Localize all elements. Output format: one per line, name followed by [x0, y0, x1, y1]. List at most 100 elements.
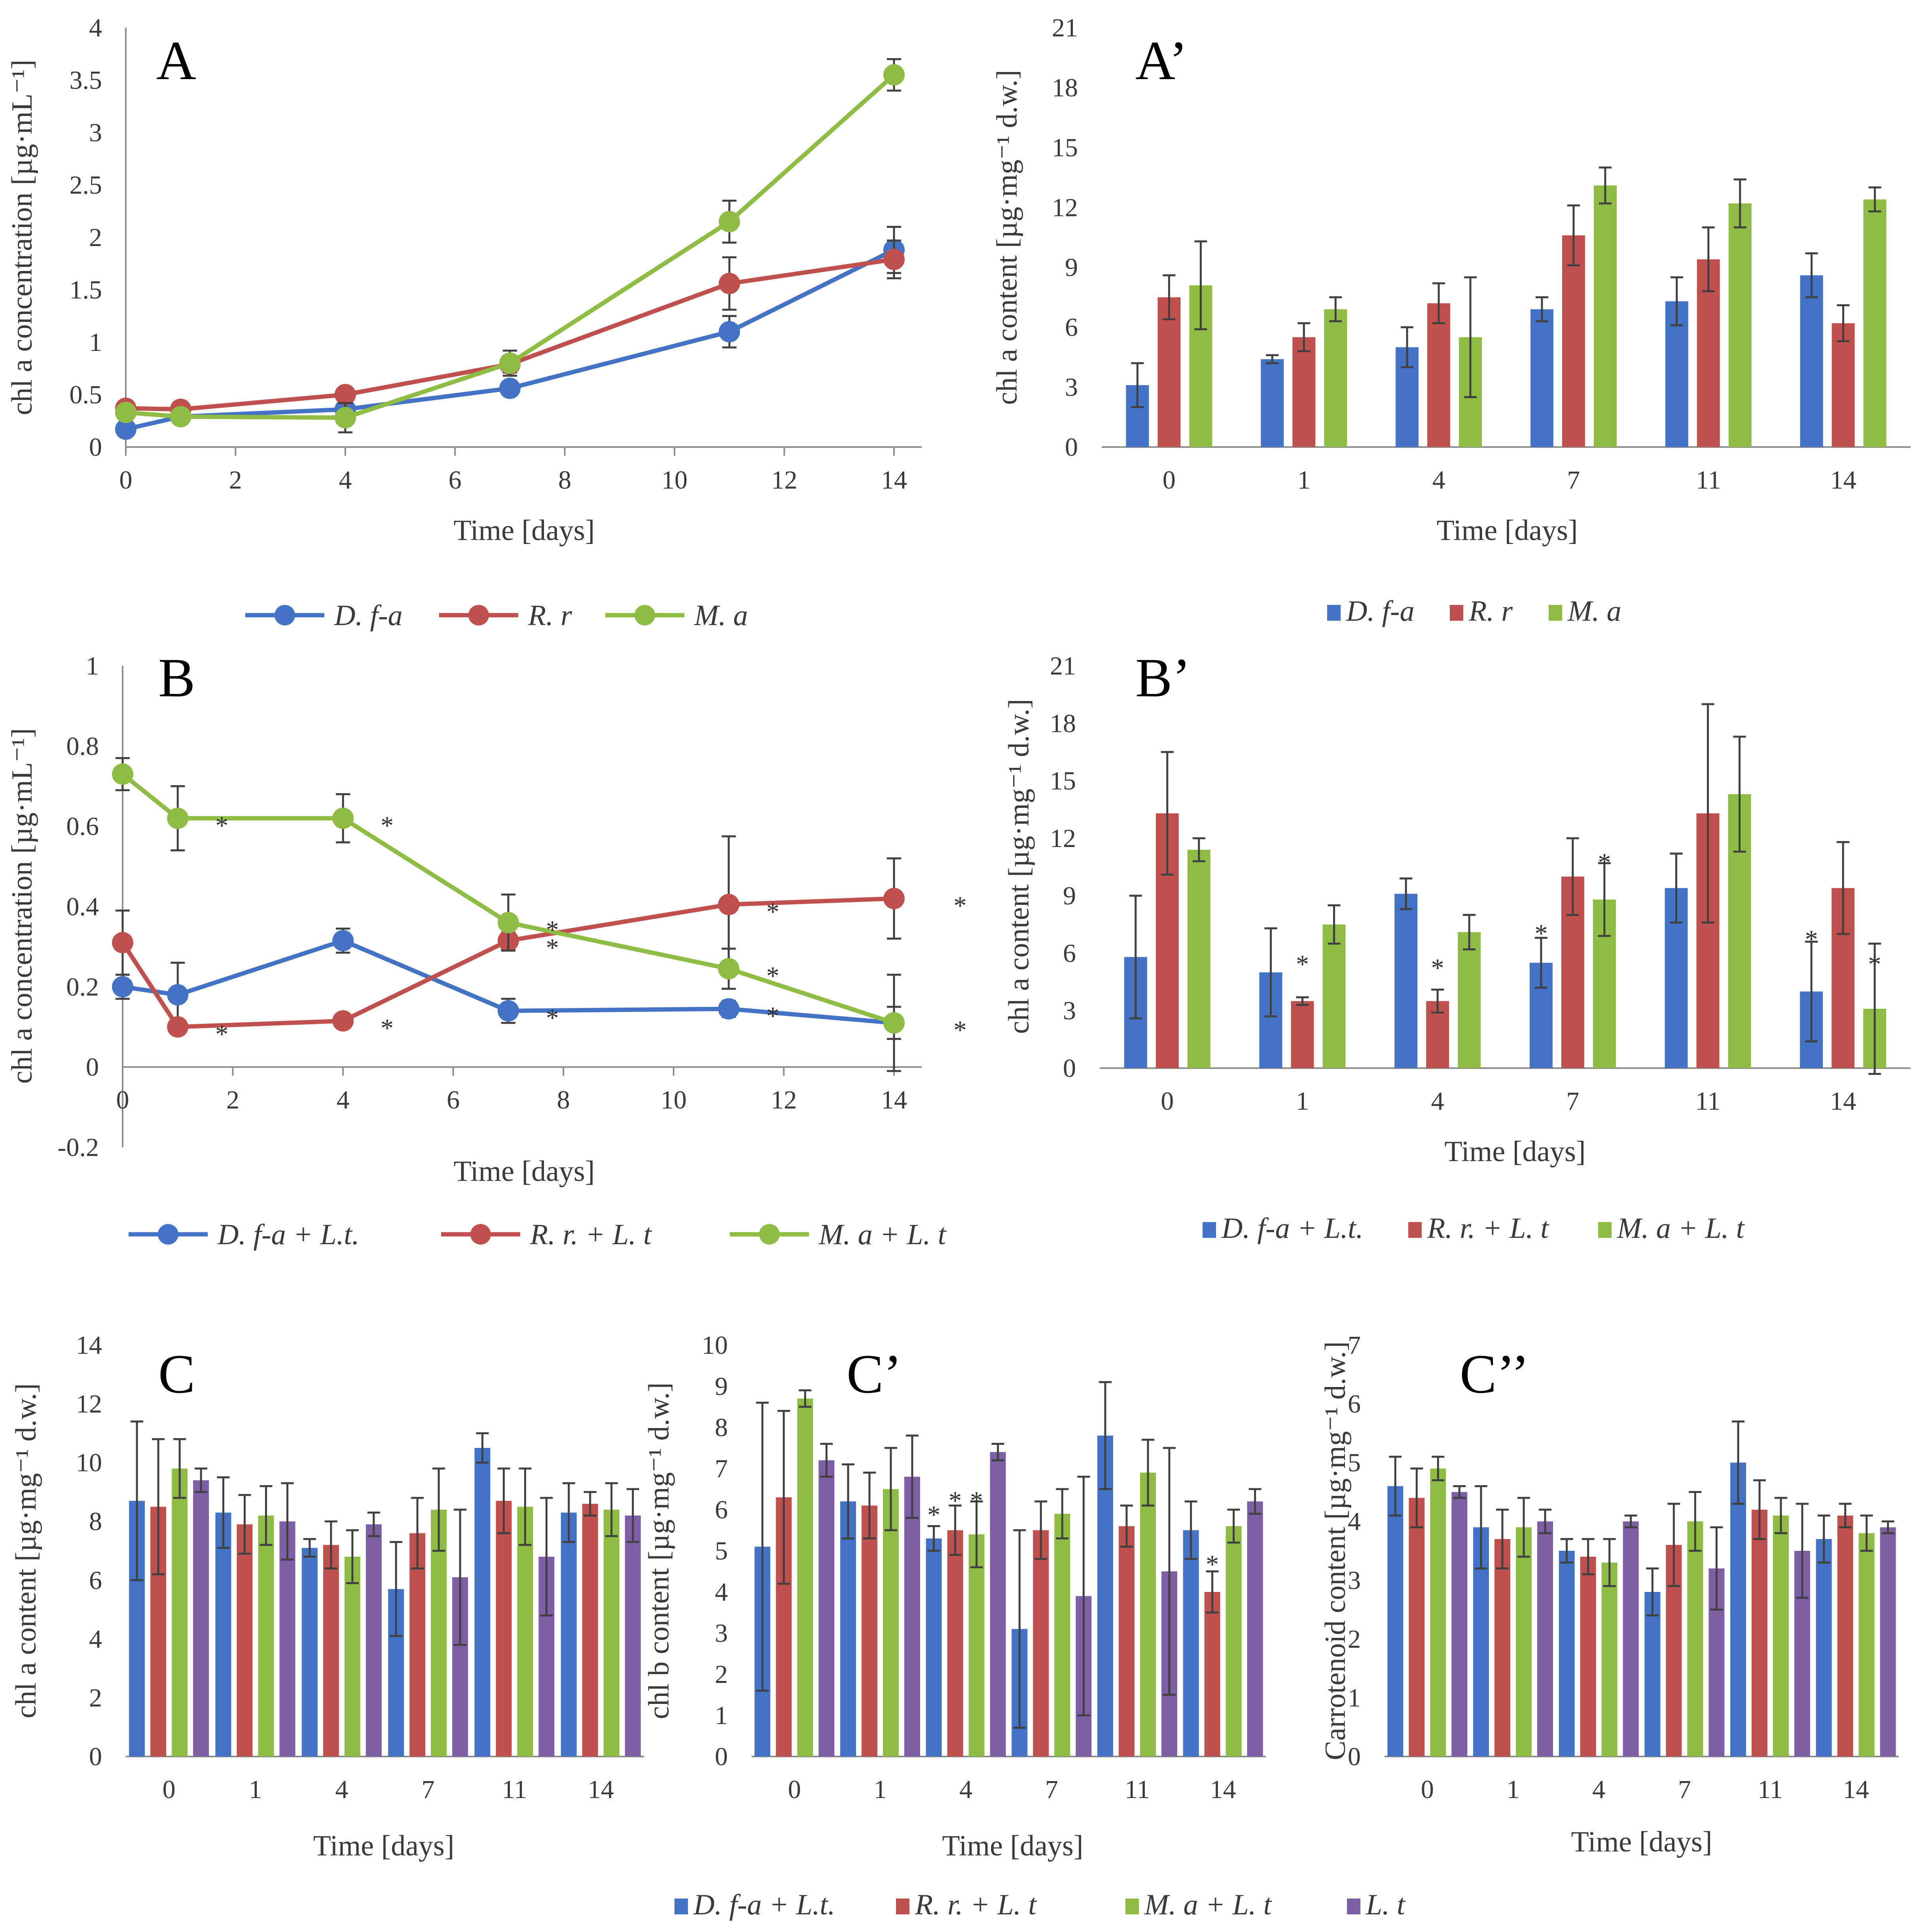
y-tick-label: 3.5 [70, 66, 102, 95]
bar-r-r [1832, 323, 1855, 447]
legend-label: D. f-a + L.t. [693, 1889, 835, 1921]
bar-r-r-l-t [237, 1524, 253, 1757]
y-tick-label: 15 [1052, 133, 1078, 162]
bar-d-f-a-l-t [1730, 1463, 1746, 1757]
panel-b-line-chart: -0.2 0 0.2 0.4 0.6 0.8 1 Time [days] chl a conce… [6, 647, 967, 1188]
data-point-m-a-l-t [883, 1012, 905, 1034]
bar-d-f-a-l-t [1394, 894, 1418, 1068]
legend-label: D. f-a + L.t. [1221, 1212, 1363, 1245]
x-tick-label: 0 [119, 466, 133, 495]
data-point-m-a [170, 406, 191, 428]
bar-d-f-a-l-t [561, 1512, 577, 1757]
legend-marker-d-f-a [275, 605, 295, 625]
x-tick-label: 11 [1758, 1775, 1783, 1804]
y-tick-label: 4 [89, 13, 102, 42]
bar-r-r-l-t [1119, 1526, 1135, 1757]
x-tick-label: 8 [558, 466, 571, 495]
y-tick-label: 0.6 [66, 812, 99, 841]
data-point-m-a [499, 352, 521, 374]
bar-d-f-a-l-t [215, 1512, 231, 1757]
data-point-m-a-l-t [112, 763, 133, 785]
data-point-r-r-l-t [332, 1010, 354, 1032]
y-tick-label: 21 [1052, 13, 1078, 42]
x-tick-label: 2 [229, 466, 242, 495]
legend-swatch-m-a-l-t [1125, 1899, 1139, 1914]
x-tick-label: 4 [1431, 1087, 1444, 1116]
x-tick-label: 4 [337, 1086, 350, 1114]
significance-star: * [381, 811, 394, 840]
y-tick-label: 18 [1050, 709, 1076, 738]
panel-a-line-chart: 0 0.5 1 1.5 2 2.5 3 3.5 4 Time [days] chl a concen… [6, 13, 922, 547]
x-axis-title: Time [days] [1571, 1826, 1712, 1858]
legend-label: M. a [1567, 595, 1621, 627]
y-tick-label: 0 [1065, 433, 1078, 462]
bar-r-r-l-t [1291, 1001, 1314, 1068]
y-tick-label: 0.2 [66, 972, 99, 1001]
bar-l-t [1880, 1527, 1896, 1757]
bar-d-f-a [1800, 275, 1823, 447]
y-tick-label: -0.2 [58, 1133, 99, 1162]
x-tick-label: 14 [1210, 1775, 1236, 1804]
significance-star: * [766, 897, 779, 926]
x-tick-label: 11 [1695, 1087, 1721, 1116]
legend-swatch-m-a [1549, 605, 1562, 621]
x-tick-label: 4 [959, 1775, 972, 1804]
y-tick-label: 0 [86, 1053, 99, 1082]
bar-m-a-l-t [1773, 1515, 1789, 1757]
bar-m-a-l-t [1054, 1514, 1070, 1757]
bar-l-t [1623, 1521, 1639, 1757]
bar-d-f-a-l-t [1559, 1551, 1575, 1757]
x-tick-label: 1 [249, 1775, 262, 1804]
y-tick-label: 4 [1348, 1507, 1361, 1536]
bar-m-a-l-t [1858, 1533, 1875, 1757]
x-tick-label: 14 [1830, 466, 1856, 495]
significance-star: * [1534, 919, 1547, 948]
significance-star: * [954, 1016, 967, 1045]
significance-star: * [970, 1486, 983, 1515]
bar-m-a-l-t [883, 1489, 899, 1757]
data-point-m-a-l-t [718, 958, 740, 980]
y-tick-label: 0.8 [66, 732, 99, 761]
x-tick-label: 14 [1830, 1087, 1856, 1116]
y-tick-label: 1 [89, 328, 102, 357]
y-tick-label: 8 [715, 1413, 728, 1442]
y-tick-label: 21 [1050, 652, 1076, 680]
data-point-d-f-a [718, 321, 740, 343]
data-point-m-a [334, 407, 356, 428]
y-tick-label: 0 [89, 1742, 102, 1771]
x-axis-title: Time [days] [942, 1830, 1083, 1862]
bar-m-a-l-t [1322, 924, 1346, 1068]
legend-mid-right: D. f-a + L.t. R. r. + L. t M. a + L. t [1203, 1212, 1745, 1245]
bar-m-a [1593, 185, 1617, 447]
bar-m-a-l-t [797, 1398, 813, 1757]
data-point-d-f-a-l-t [112, 976, 133, 998]
bar-m-a-l-t [1140, 1472, 1156, 1757]
data-point-m-a-l-t [167, 807, 189, 829]
x-tick-label: 14 [588, 1775, 614, 1804]
significance-star: * [1206, 1550, 1219, 1579]
bar-d-f-a-l-t [301, 1548, 318, 1757]
series-line-m-a-l-t [121, 772, 895, 1025]
significance-star: * [949, 1486, 962, 1515]
y-tick-label: 12 [1050, 824, 1076, 853]
bar-l-t [1451, 1492, 1468, 1757]
bar-l-t [904, 1476, 920, 1757]
y-tick-label: 14 [76, 1331, 102, 1360]
y-tick-label: 1 [1348, 1683, 1361, 1712]
data-point-r-r [883, 248, 905, 270]
y-tick-label: 2 [1348, 1625, 1361, 1654]
panel-letter: C’’ [1460, 1343, 1529, 1405]
x-tick-label: 4 [1592, 1775, 1605, 1804]
data-point-m-a-l-t [498, 912, 519, 934]
bar-m-a-l-t [1187, 849, 1210, 1068]
bar-r-r-l-t [1033, 1530, 1049, 1757]
data-point-r-r [334, 384, 356, 406]
legend-swatch-r-r-l-t [1408, 1222, 1422, 1238]
legend-swatch-d-f-a-l-t [674, 1899, 688, 1914]
y-tick-label: 3 [1065, 373, 1078, 402]
y-tick-label: 0.4 [66, 892, 99, 921]
legend-marker-r-r [468, 605, 489, 625]
panel-letter: A [156, 30, 196, 91]
legend-label: R. r. + L. t [915, 1889, 1037, 1921]
